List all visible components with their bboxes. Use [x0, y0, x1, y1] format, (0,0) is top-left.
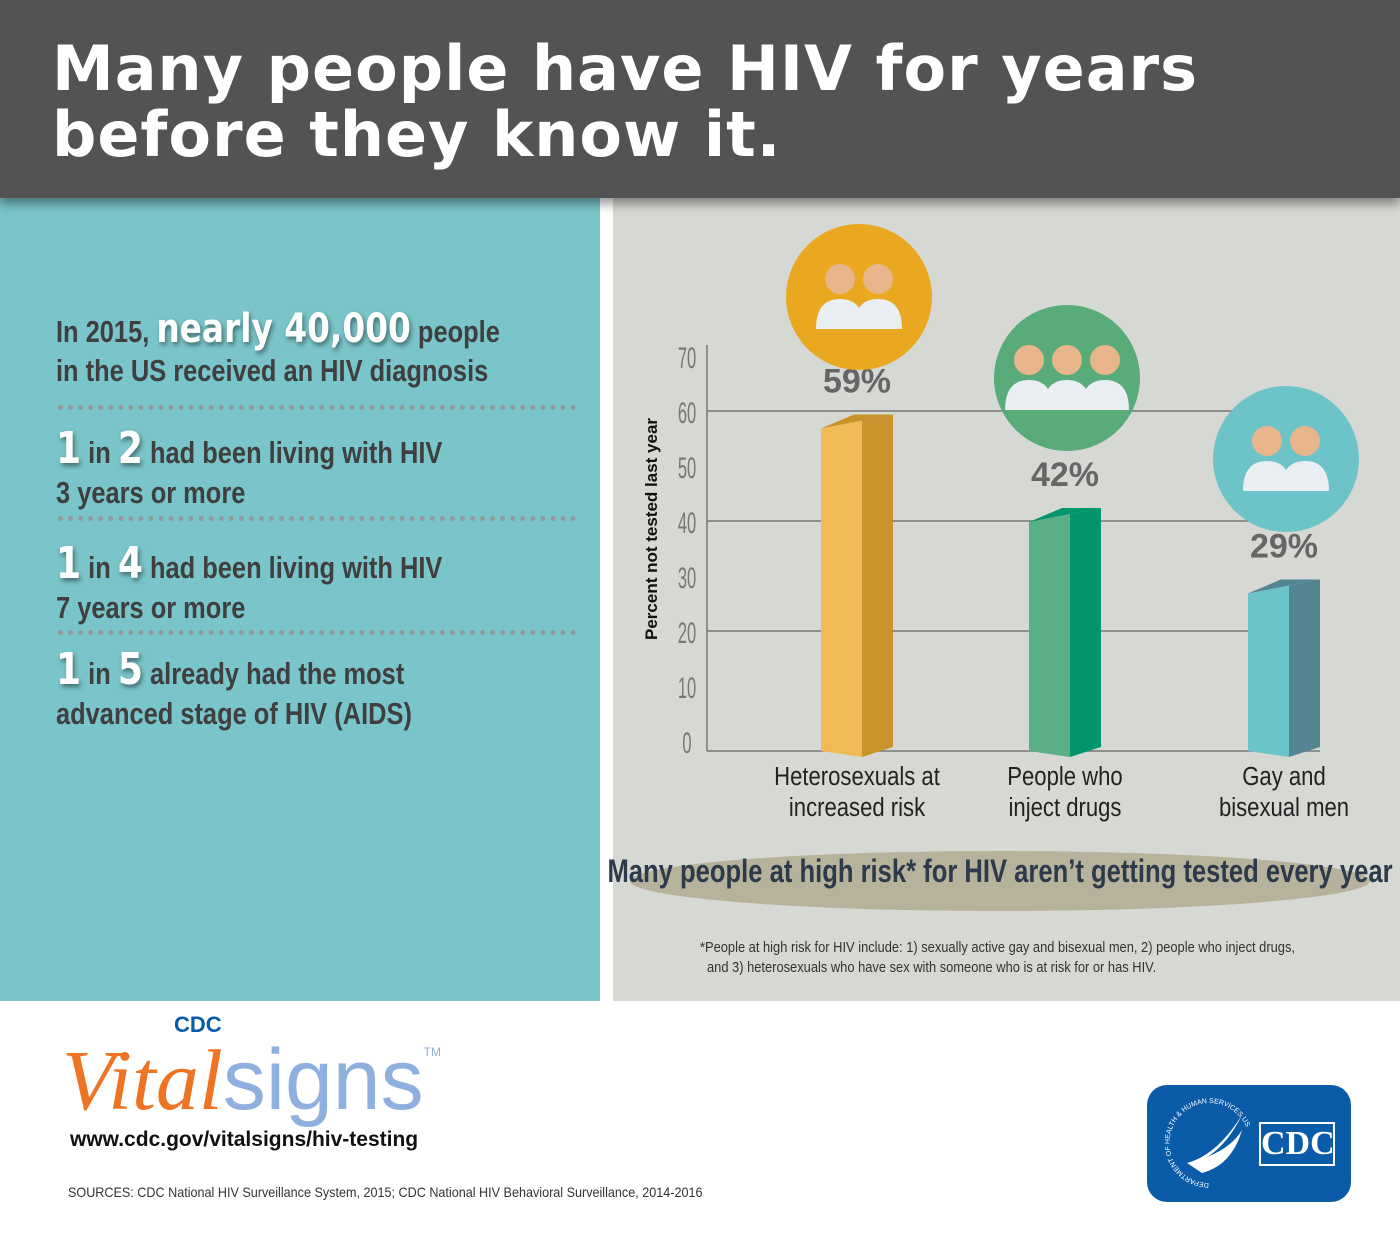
group-circle [786, 224, 932, 370]
website-url[interactable]: www.cdc.gov/vitalsigns/hiv-testing [70, 1128, 419, 1151]
category-label: inject drugs [1009, 793, 1122, 822]
chart-subtitle: Many people at high risk* for HIV aren’t… [607, 854, 1392, 889]
subtitle-shadow [630, 851, 1370, 911]
bar-top [1248, 579, 1320, 594]
person-body [816, 299, 864, 329]
y-tick-label: 0 [682, 727, 691, 760]
person-body [1281, 461, 1329, 491]
y-tick-label: 20 [678, 617, 696, 650]
y-tick-label: 70 [678, 342, 696, 375]
category-label: increased risk [789, 793, 926, 822]
person-head [825, 264, 855, 294]
person-head [1090, 345, 1120, 375]
person-head [1014, 345, 1044, 375]
stat-3-years: 1 in 2 had been living with HIV 3 years … [56, 423, 443, 510]
vitalsigns-logo: CDC Vital signs TM [62, 1012, 441, 1128]
hhs-seal-text: DEPARTMENT OF HEALTH & HUMAN SERVICES US… [1147, 1085, 1251, 1188]
person-head [1290, 426, 1320, 456]
bar-front [1248, 585, 1289, 757]
bar-top [1029, 508, 1101, 522]
bar-top [821, 414, 893, 429]
y-tick-label: 60 [678, 397, 696, 430]
group-circle [994, 305, 1140, 451]
divider [58, 516, 576, 521]
y-tick-label: 50 [678, 452, 696, 485]
person-body [1081, 380, 1129, 410]
stat-7-years: 1 in 4 had been living with HIV 7 years … [56, 538, 443, 625]
sources: SOURCES: CDC National HIV Surveillance S… [68, 1184, 703, 1200]
bar-side [1289, 579, 1320, 757]
stat-aids: 1 in 5 already had the most advanced sta… [56, 644, 412, 731]
y-tick-label: 10 [678, 672, 696, 705]
three-people-icon [1005, 345, 1129, 410]
stats-panel [0, 198, 600, 1001]
two-people-icon [816, 264, 902, 329]
page-title: Many people have HIV for years before the… [52, 32, 1199, 171]
y-tick-label: 40 [678, 507, 696, 540]
person-body [1005, 380, 1053, 410]
two-men-icon [1243, 426, 1329, 491]
person-head [1252, 426, 1282, 456]
divider [58, 405, 576, 410]
cdc-logo-text: CDC [1259, 1122, 1335, 1166]
person-body [1043, 380, 1091, 410]
header-banner: Many people have HIV for years before the… [0, 0, 1400, 198]
y-tick-label: 30 [678, 562, 696, 595]
divider [58, 630, 576, 635]
bar-front [821, 420, 862, 757]
person-body [854, 299, 902, 329]
category-label: Gay and [1242, 762, 1325, 791]
category-label: bisexual men [1219, 793, 1349, 822]
footnote-line1: *People at high risk for HIV include: 1)… [700, 938, 1295, 955]
y-axis-label: Percent not tested last year [642, 418, 661, 640]
data-label: 29% [1250, 528, 1318, 566]
person-body [1243, 461, 1291, 491]
hhs-seal: DEPARTMENT OF HEALTH & HUMAN SERVICES US… [1145, 1080, 1251, 1188]
data-label: 42% [1031, 456, 1099, 494]
category-label: People who [1007, 762, 1122, 791]
footnote-line2: and 3) heterosexuals who have sex with s… [707, 958, 1156, 975]
bar-front [1029, 514, 1070, 757]
stat-diagnoses: In 2015, nearly 40,000 people in the US … [56, 306, 500, 388]
group-circle [1213, 386, 1359, 532]
cdc-hhs-logo: DEPARTMENT OF HEALTH & HUMAN SERVICES US… [1145, 1080, 1351, 1202]
bar-side [1070, 508, 1101, 757]
bar-side [862, 414, 893, 757]
person-head [1052, 345, 1082, 375]
category-label: Heterosexuals at [774, 762, 940, 791]
hhs-eagle-icon [1187, 1115, 1242, 1173]
person-head [863, 264, 893, 294]
